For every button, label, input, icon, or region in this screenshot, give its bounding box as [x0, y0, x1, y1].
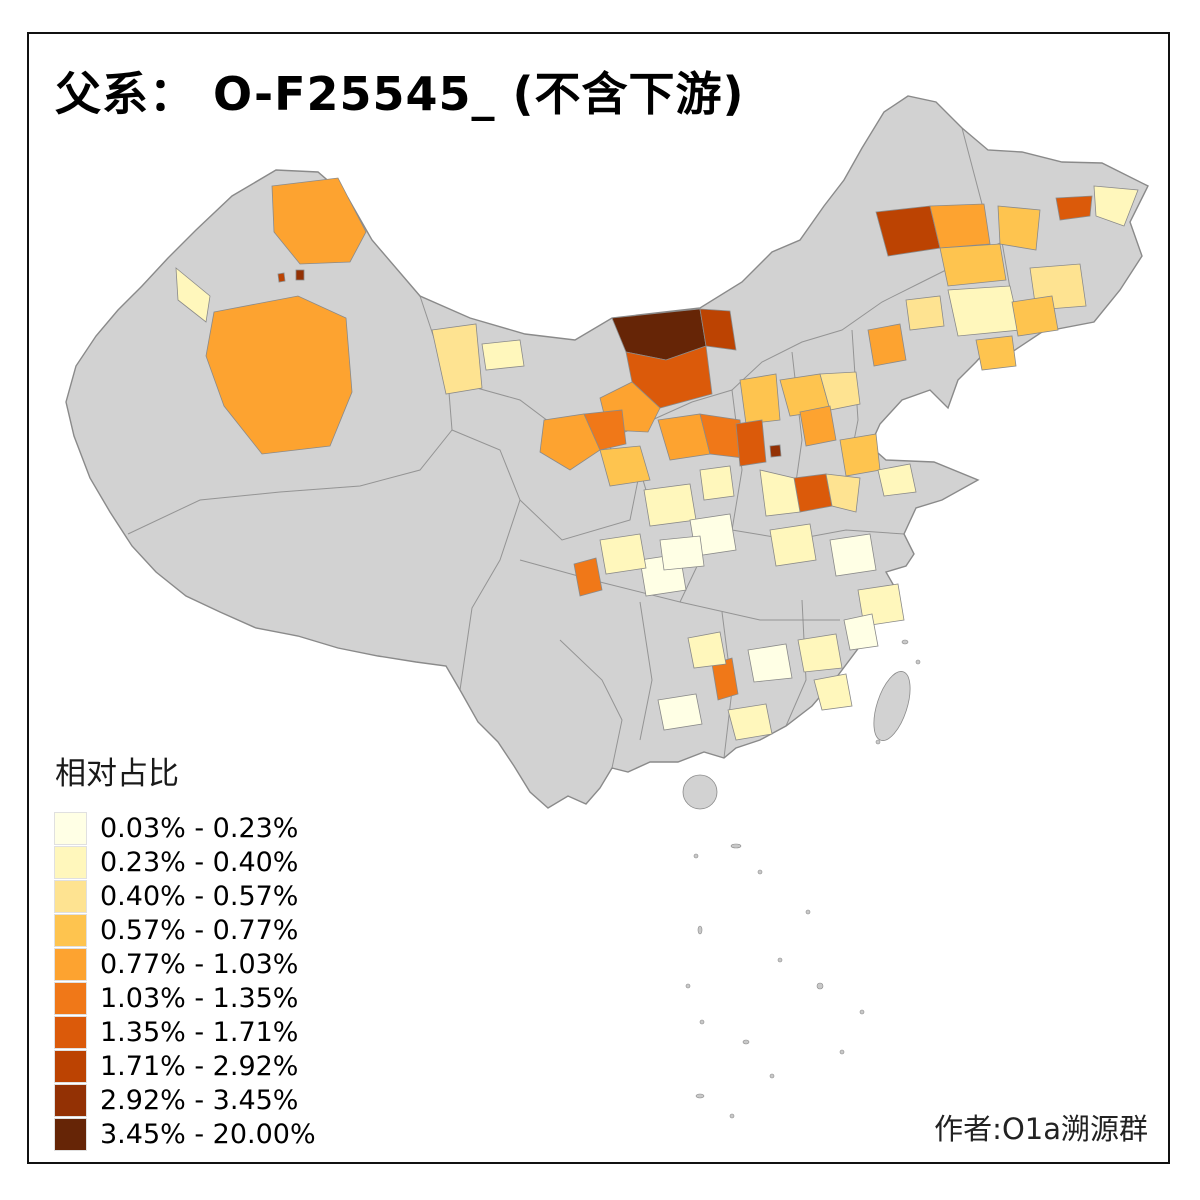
map-region	[573, 557, 603, 597]
choropleth-regions	[175, 177, 1139, 741]
legend-swatch	[54, 1083, 87, 1117]
map-region	[793, 473, 833, 513]
legend-row: 3.45% - 20.00%	[54, 1117, 316, 1151]
map-region	[813, 673, 853, 711]
legend-swatch	[54, 1015, 87, 1049]
map-region	[947, 285, 1021, 337]
legend-row: 0.23% - 0.40%	[54, 845, 316, 879]
legend-label: 1.35% - 1.71%	[100, 1016, 299, 1048]
legend-row: 1.35% - 1.71%	[54, 1015, 316, 1049]
legend-swatch	[54, 947, 87, 981]
map-region	[175, 267, 211, 323]
legend-label: 3.45% - 20.00%	[100, 1118, 316, 1150]
map-region	[769, 523, 817, 567]
legend: 相对占比 0.03% - 0.23% 0.23% - 0.40% 0.40% - 0…	[54, 748, 316, 1151]
islands	[682, 639, 921, 1119]
legend-swatch	[54, 879, 87, 913]
map-region	[975, 335, 1017, 371]
map-region	[929, 203, 991, 249]
legend-items: 0.03% - 0.23% 0.23% - 0.40% 0.40% - 0.57% 0…	[54, 811, 316, 1151]
map-region	[819, 371, 861, 411]
legend-label: 0.77% - 1.03%	[100, 948, 299, 980]
map-region	[277, 272, 286, 283]
map-region	[271, 177, 367, 265]
map-region	[1011, 295, 1059, 337]
legend-label: 0.23% - 0.40%	[100, 846, 299, 878]
map-region	[875, 205, 941, 257]
map-region	[481, 339, 525, 371]
legend-swatch	[54, 845, 87, 879]
map-region	[583, 409, 627, 451]
legend-label: 0.40% - 0.57%	[100, 880, 299, 912]
map-region	[905, 295, 945, 331]
legend-row: 0.03% - 0.23%	[54, 811, 316, 845]
map-region	[659, 535, 705, 571]
map-region	[867, 323, 907, 367]
attribution-text: 作者:O1a溯源群	[934, 1112, 1148, 1146]
map-region	[599, 533, 647, 575]
map-region	[769, 444, 782, 458]
map-region	[539, 413, 601, 471]
legend-row: 0.57% - 0.77%	[54, 913, 316, 947]
legend-label: 1.71% - 2.92%	[100, 1050, 299, 1082]
map-region	[1093, 185, 1139, 227]
legend-label: 2.92% - 3.45%	[100, 1084, 299, 1116]
map-region	[1055, 195, 1093, 221]
map-region	[839, 433, 881, 477]
map-region	[657, 693, 703, 731]
legend-label: 0.03% - 0.23%	[100, 812, 299, 844]
map-region	[877, 463, 917, 497]
map-region	[643, 483, 697, 527]
map-region	[825, 473, 861, 513]
map-region	[939, 243, 1007, 287]
map-region	[687, 631, 727, 669]
map-region	[747, 643, 793, 683]
map-region	[699, 308, 737, 351]
legend-row: 1.71% - 2.92%	[54, 1049, 316, 1083]
map-region	[431, 323, 483, 395]
taiwan-island	[873, 671, 911, 741]
legend-row: 0.40% - 0.57%	[54, 879, 316, 913]
page-title: 父系： O-F25545_ (不含下游)	[55, 67, 745, 121]
legend-swatch	[54, 811, 87, 845]
map-region	[829, 533, 877, 577]
map-region	[735, 419, 767, 467]
legend-title: 相对占比	[55, 756, 179, 792]
legend-swatch	[54, 981, 87, 1015]
map-region	[799, 405, 837, 447]
map-region	[295, 269, 305, 281]
map-region	[997, 205, 1041, 251]
map-region	[843, 613, 879, 651]
map-region	[599, 445, 651, 487]
legend-label: 1.03% - 1.35%	[100, 982, 299, 1014]
legend-row: 1.03% - 1.35%	[54, 981, 316, 1015]
legend-row: 0.77% - 1.03%	[54, 947, 316, 981]
legend-row: 2.92% - 3.45%	[54, 1083, 316, 1117]
map-region	[759, 469, 801, 517]
map-region	[205, 295, 353, 455]
map-region	[727, 703, 773, 741]
legend-label: 0.57% - 0.77%	[100, 914, 299, 946]
map-region	[699, 465, 735, 501]
map-region	[797, 633, 843, 673]
legend-swatch	[54, 913, 87, 947]
legend-swatch	[54, 1117, 87, 1151]
hainan-island	[682, 774, 718, 810]
map-region	[739, 373, 781, 425]
legend-swatch	[54, 1049, 87, 1083]
